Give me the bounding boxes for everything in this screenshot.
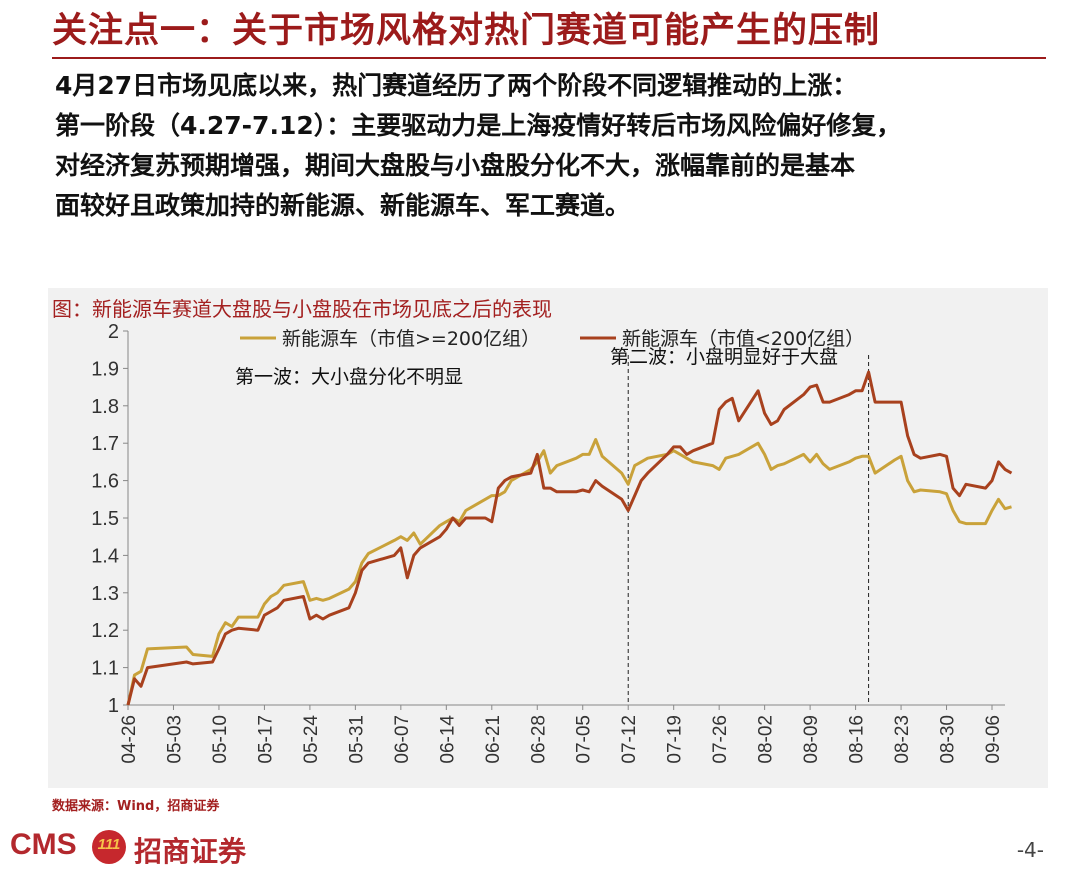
title-underline	[52, 57, 1046, 59]
y-tick-label: 1.3	[91, 583, 119, 605]
x-tick-label: 05-31	[346, 715, 367, 764]
x-tick-label: 05-24	[301, 715, 322, 764]
page-title: 关注点一：关于市场风格对热门赛道可能产生的压制	[52, 10, 881, 51]
y-tick-label: 2	[108, 321, 119, 343]
logo-badge-text: 111	[97, 836, 121, 853]
logo-badge-icon: 111	[92, 830, 126, 864]
logo-company-name: 招商证券	[134, 835, 247, 868]
x-tick-label: 08-30	[938, 715, 959, 764]
legend-label: 新能源车（市值<200亿组）	[622, 328, 864, 350]
series-line-small-cap	[126, 370, 1013, 706]
y-tick-label: 1.7	[91, 433, 119, 455]
page-number: -4-	[1016, 838, 1044, 862]
x-tick-label: 08-23	[892, 715, 913, 764]
body-line: 面较好且政策加持的新能源、新能源车、军工赛道。	[55, 191, 631, 220]
x-tick-label: 07-19	[665, 715, 686, 764]
y-tick-label: 1.9	[91, 358, 119, 380]
body-text: 4月27日市场见底以来，热门赛道经历了两个阶段不同逻辑推动的上涨： 第一阶段（4…	[55, 66, 1055, 226]
y-tick-label: 1.8	[91, 396, 119, 418]
y-tick-label: 1	[108, 695, 119, 717]
x-tick-label: 08-16	[847, 715, 868, 764]
annotation-wave-two: 第二波：小盘明显好于大盘	[610, 346, 838, 368]
x-tick-label: 05-17	[255, 715, 276, 764]
annotation-wave-one: 第一波：大小盘分化不明显	[235, 366, 463, 388]
x-tick-label: 08-02	[756, 715, 777, 764]
y-tick-label: 1.5	[91, 508, 119, 530]
x-tick-label: 08-09	[801, 715, 822, 764]
y-tick-label: 1.2	[91, 620, 119, 642]
x-tick-label: 09-06	[983, 715, 1004, 764]
series-line-large-cap	[126, 438, 1012, 706]
y-tick-label: 1.6	[91, 471, 119, 493]
legend-label: 新能源车（市值>=200亿组）	[282, 328, 540, 350]
body-line: 第一阶段（4.27-7.12）：主要驱动力是上海疫情好转后市场风险偏好修复，	[55, 111, 902, 140]
x-tick-label: 06-14	[437, 715, 458, 764]
body-line: 对经济复苏预期增强，期间大盘股与小盘股分化不大，涨幅靠前的是基本	[55, 151, 856, 180]
logo-cms-text: CMS	[10, 828, 77, 861]
y-tick-label: 1.4	[91, 545, 119, 567]
x-tick-label: 07-05	[574, 715, 595, 764]
body-line: 4月27日市场见底以来，热门赛道经历了两个阶段不同逻辑推动的上涨：	[55, 71, 858, 100]
x-tick-label: 06-28	[528, 715, 549, 764]
x-tick-label: 05-10	[210, 715, 231, 764]
x-tick-label: 06-07	[392, 715, 413, 764]
x-tick-label: 04-26	[119, 715, 140, 764]
data-source: 数据来源：Wind，招商证券	[52, 799, 220, 814]
y-tick-label: 1.1	[91, 658, 119, 680]
x-tick-label: 07-12	[619, 715, 640, 764]
x-tick-label: 05-03	[164, 715, 185, 764]
x-tick-label: 07-26	[710, 715, 731, 764]
x-tick-label: 06-21	[483, 715, 504, 764]
figure-title: 图：新能源车赛道大盘股与小盘股在市场见底之后的表现	[52, 297, 552, 321]
